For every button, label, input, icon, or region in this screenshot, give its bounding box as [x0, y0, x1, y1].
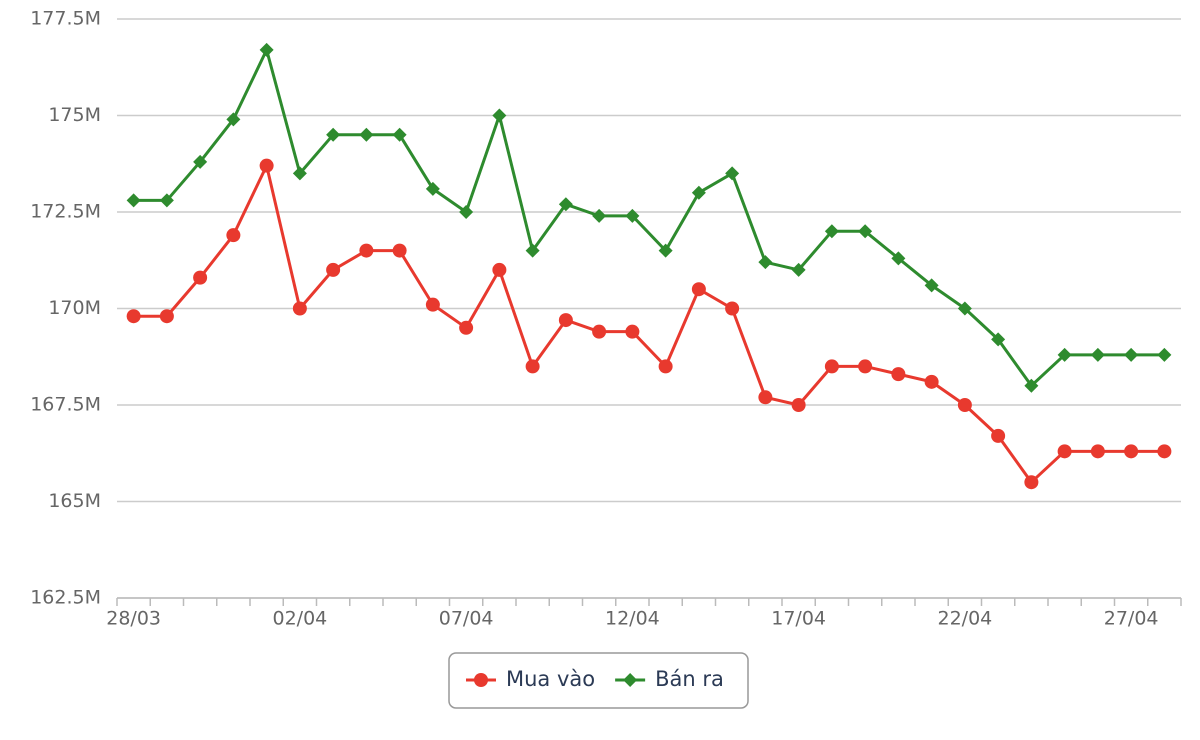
data-point — [858, 359, 873, 374]
x-tick-label: 12/04 — [605, 608, 660, 630]
data-point — [525, 243, 540, 258]
y-tick-label: 162.5M — [30, 587, 101, 609]
data-point — [259, 42, 274, 57]
data-point — [359, 127, 374, 142]
data-point — [658, 359, 673, 374]
data-point — [625, 324, 640, 339]
x-tick-label: 28/03 — [106, 608, 161, 630]
data-point — [459, 320, 474, 335]
data-point — [193, 270, 208, 285]
x-tick-label: 17/04 — [771, 608, 826, 630]
x-tick-label: 27/04 — [1104, 608, 1159, 630]
data-point — [126, 193, 141, 208]
data-point — [226, 112, 241, 127]
legend-label[interactable]: Bán ra — [655, 667, 724, 691]
data-point — [1124, 444, 1139, 459]
data-point — [226, 228, 241, 243]
data-point — [159, 309, 174, 324]
data-point — [924, 278, 939, 293]
data-point — [1090, 347, 1105, 362]
y-tick-label: 175M — [48, 104, 101, 126]
data-point — [193, 154, 208, 169]
data-point — [292, 301, 307, 316]
data-point — [791, 262, 806, 277]
data-point — [725, 166, 740, 181]
data-point — [1024, 378, 1039, 393]
data-point — [492, 262, 507, 277]
data-point — [924, 374, 939, 389]
data-point — [326, 262, 341, 277]
legend-marker — [474, 673, 488, 687]
data-point — [558, 313, 573, 328]
data-point — [1024, 475, 1039, 490]
data-point — [1057, 444, 1072, 459]
data-point — [758, 255, 773, 270]
data-point — [259, 158, 274, 173]
series-line — [133, 164, 1165, 484]
series-line — [133, 48, 1165, 388]
data-point — [1124, 347, 1139, 362]
data-point — [824, 224, 839, 239]
x-tick-label: 07/04 — [439, 608, 494, 630]
data-point — [758, 390, 773, 405]
y-tick-label: 177.5M — [30, 8, 101, 30]
data-point — [359, 243, 374, 258]
data-point — [425, 297, 440, 312]
y-tick-label: 165M — [48, 490, 101, 512]
data-point — [525, 359, 540, 374]
data-point — [326, 127, 341, 142]
data-point — [691, 185, 706, 200]
data-point — [392, 243, 407, 258]
data-point — [126, 309, 141, 324]
x-tick-label: 02/04 — [272, 608, 327, 630]
data-point — [957, 301, 972, 316]
data-point — [1057, 347, 1072, 362]
data-point — [159, 193, 174, 208]
data-point — [891, 367, 906, 382]
data-point — [558, 197, 573, 212]
data-point — [392, 127, 407, 142]
data-point — [991, 332, 1006, 347]
x-tick-label: 22/04 — [937, 608, 992, 630]
data-point — [791, 398, 806, 412]
data-point — [725, 301, 740, 316]
data-point — [292, 166, 307, 181]
data-point — [625, 208, 640, 223]
data-point — [957, 398, 972, 412]
legend-marker — [623, 673, 638, 687]
data-point — [691, 282, 706, 297]
y-tick-label: 167.5M — [30, 394, 101, 416]
data-point — [991, 428, 1006, 443]
data-point — [459, 205, 474, 219]
data-point — [824, 359, 839, 374]
data-point — [1090, 444, 1105, 459]
data-point — [1157, 347, 1172, 362]
data-point — [658, 243, 673, 258]
y-tick-label: 172.5M — [30, 201, 101, 223]
y-tick-label: 170M — [48, 297, 101, 319]
data-point — [592, 208, 607, 223]
data-point — [592, 324, 607, 339]
legend-box — [448, 652, 749, 709]
data-point — [1157, 444, 1172, 459]
data-point — [492, 108, 507, 123]
data-point — [425, 181, 440, 196]
data-point — [891, 251, 906, 266]
data-point — [858, 224, 873, 239]
legend-label[interactable]: Mua vào — [506, 667, 595, 691]
